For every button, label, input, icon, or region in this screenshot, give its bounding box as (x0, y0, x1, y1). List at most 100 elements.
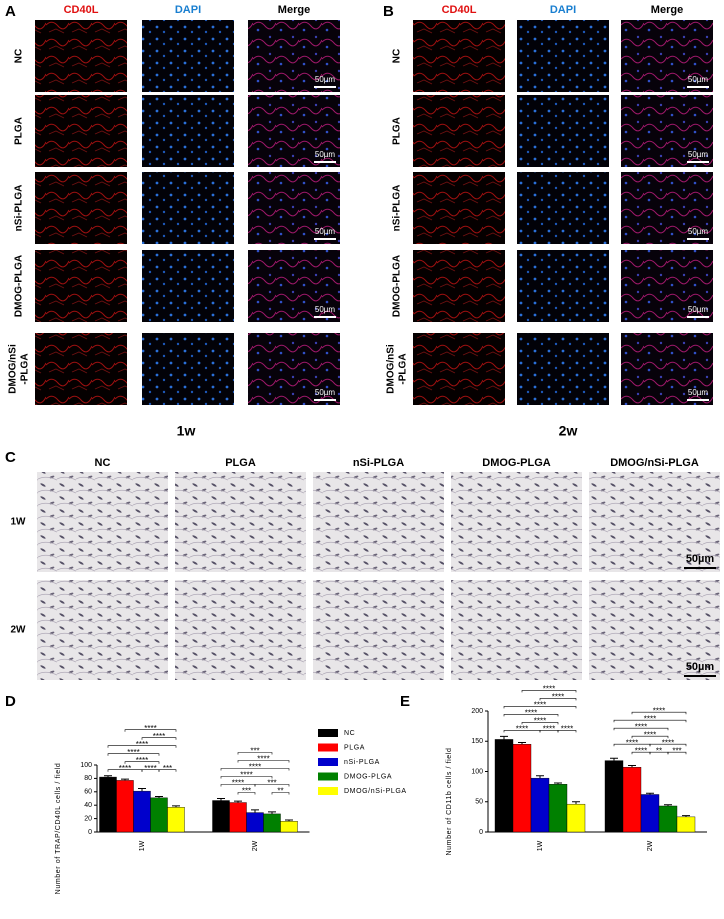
bar (640, 794, 660, 833)
column-header: DAPI (550, 4, 576, 16)
significance-label: **** (635, 722, 647, 731)
legend-label: DMOG-PLGA (344, 773, 392, 780)
bar (658, 805, 678, 833)
significance-label: **** (127, 748, 139, 757)
caption: 2w (559, 423, 578, 439)
y-tick-label: 20 (84, 815, 92, 822)
significance-bracket (254, 784, 290, 787)
scale-bar-label: 50µm (688, 305, 709, 314)
error-bar (138, 787, 146, 792)
y-tick-label: 200 (471, 708, 483, 715)
significance-label: **** (644, 714, 656, 723)
significance-bracket (237, 752, 273, 755)
row-label: NC (14, 49, 25, 63)
error-bar (554, 782, 562, 785)
significance-label: **** (644, 730, 656, 739)
legend-label: NC (344, 730, 355, 737)
micrograph (35, 333, 127, 405)
bar (167, 807, 185, 833)
micrograph (248, 333, 340, 405)
micrograph (621, 20, 713, 92)
legend-label: PLGA (344, 744, 365, 751)
micrograph (451, 580, 582, 680)
significance-label: **** (653, 706, 665, 715)
micrograph (35, 172, 127, 244)
significance-label: **** (626, 738, 638, 747)
micrograph (517, 250, 609, 322)
significance-label: **** (240, 771, 252, 780)
bar (530, 777, 550, 833)
scale-bar-label: 50µm (315, 150, 336, 159)
y-tick-label: 150 (471, 738, 483, 745)
scale-bar-label: 50µm (686, 661, 715, 673)
error-bar (155, 795, 163, 798)
scale-bar-label: 50µm (315, 227, 336, 236)
significance-label: **** (534, 717, 546, 726)
significance-bracket (107, 745, 177, 748)
column-header: Merge (651, 4, 683, 16)
bar (99, 776, 117, 833)
y-tick-label: 100 (80, 762, 92, 769)
y-tick-label: 40 (84, 802, 92, 809)
bar (263, 813, 281, 833)
bar (494, 739, 514, 833)
error-bar (234, 800, 242, 803)
micrograph (589, 472, 720, 572)
caption: 1w (177, 423, 196, 439)
scale-bar-label: 50µm (688, 227, 709, 236)
significance-label: **** (635, 746, 647, 755)
micrograph (413, 20, 505, 92)
significance-label: **** (516, 725, 528, 734)
significance-bracket (539, 698, 577, 701)
significance-bracket (141, 737, 177, 740)
error-bar (217, 798, 225, 801)
error-bar (500, 735, 508, 740)
error-bar (664, 804, 672, 806)
significance-label: **** (662, 738, 674, 747)
error-bar (104, 775, 112, 778)
micrograph (142, 250, 234, 322)
scale-bar-label: 50µm (315, 75, 336, 84)
column-header: DAPI (175, 4, 201, 16)
bar (133, 790, 151, 833)
y-axis-title: Number of CD11b cells / field (446, 748, 453, 856)
row-label: 1W (11, 517, 27, 528)
error-bar (536, 775, 544, 779)
significance-label: **** (136, 756, 148, 765)
significance-label: **** (257, 755, 269, 764)
significance-bracket (124, 729, 177, 732)
x-tick-label: 1W (537, 840, 544, 851)
micrograph (517, 172, 609, 244)
significance-bracket (631, 711, 687, 715)
error-bar (628, 764, 636, 768)
error-bar (121, 778, 129, 781)
significance-label: ** (656, 746, 662, 755)
micrograph (248, 95, 340, 167)
legend-swatch (318, 743, 338, 752)
panel-letter: D (5, 693, 16, 710)
row-label: DMOG-PLGA (392, 255, 403, 317)
significance-label: *** (267, 779, 276, 788)
significance-label: **** (144, 724, 156, 733)
significance-label: **** (249, 763, 261, 772)
significance-label: **** (525, 709, 537, 718)
row-label: nSi-PLGA (14, 185, 25, 232)
micrograph (589, 580, 720, 680)
significance-label: **** (232, 779, 244, 788)
row-label: DMOG/nSi (386, 344, 397, 394)
bar (229, 802, 247, 833)
column-header: CD40L (442, 4, 477, 16)
legend-label: DMOG/nSi-PLGA (344, 788, 407, 795)
y-tick-label: 100 (471, 768, 483, 775)
significance-bracket (649, 743, 687, 747)
micrograph (35, 95, 127, 167)
significance-bracket (271, 792, 290, 795)
significance-bracket (503, 714, 559, 717)
scale-bar-label: 50µm (315, 388, 336, 397)
significance-label: **** (543, 725, 555, 734)
micrograph (413, 172, 505, 244)
y-tick-label: 60 (84, 789, 92, 796)
significance-label: *** (250, 747, 259, 756)
column-header: nSi-PLGA (353, 457, 404, 469)
micrograph (313, 580, 444, 680)
